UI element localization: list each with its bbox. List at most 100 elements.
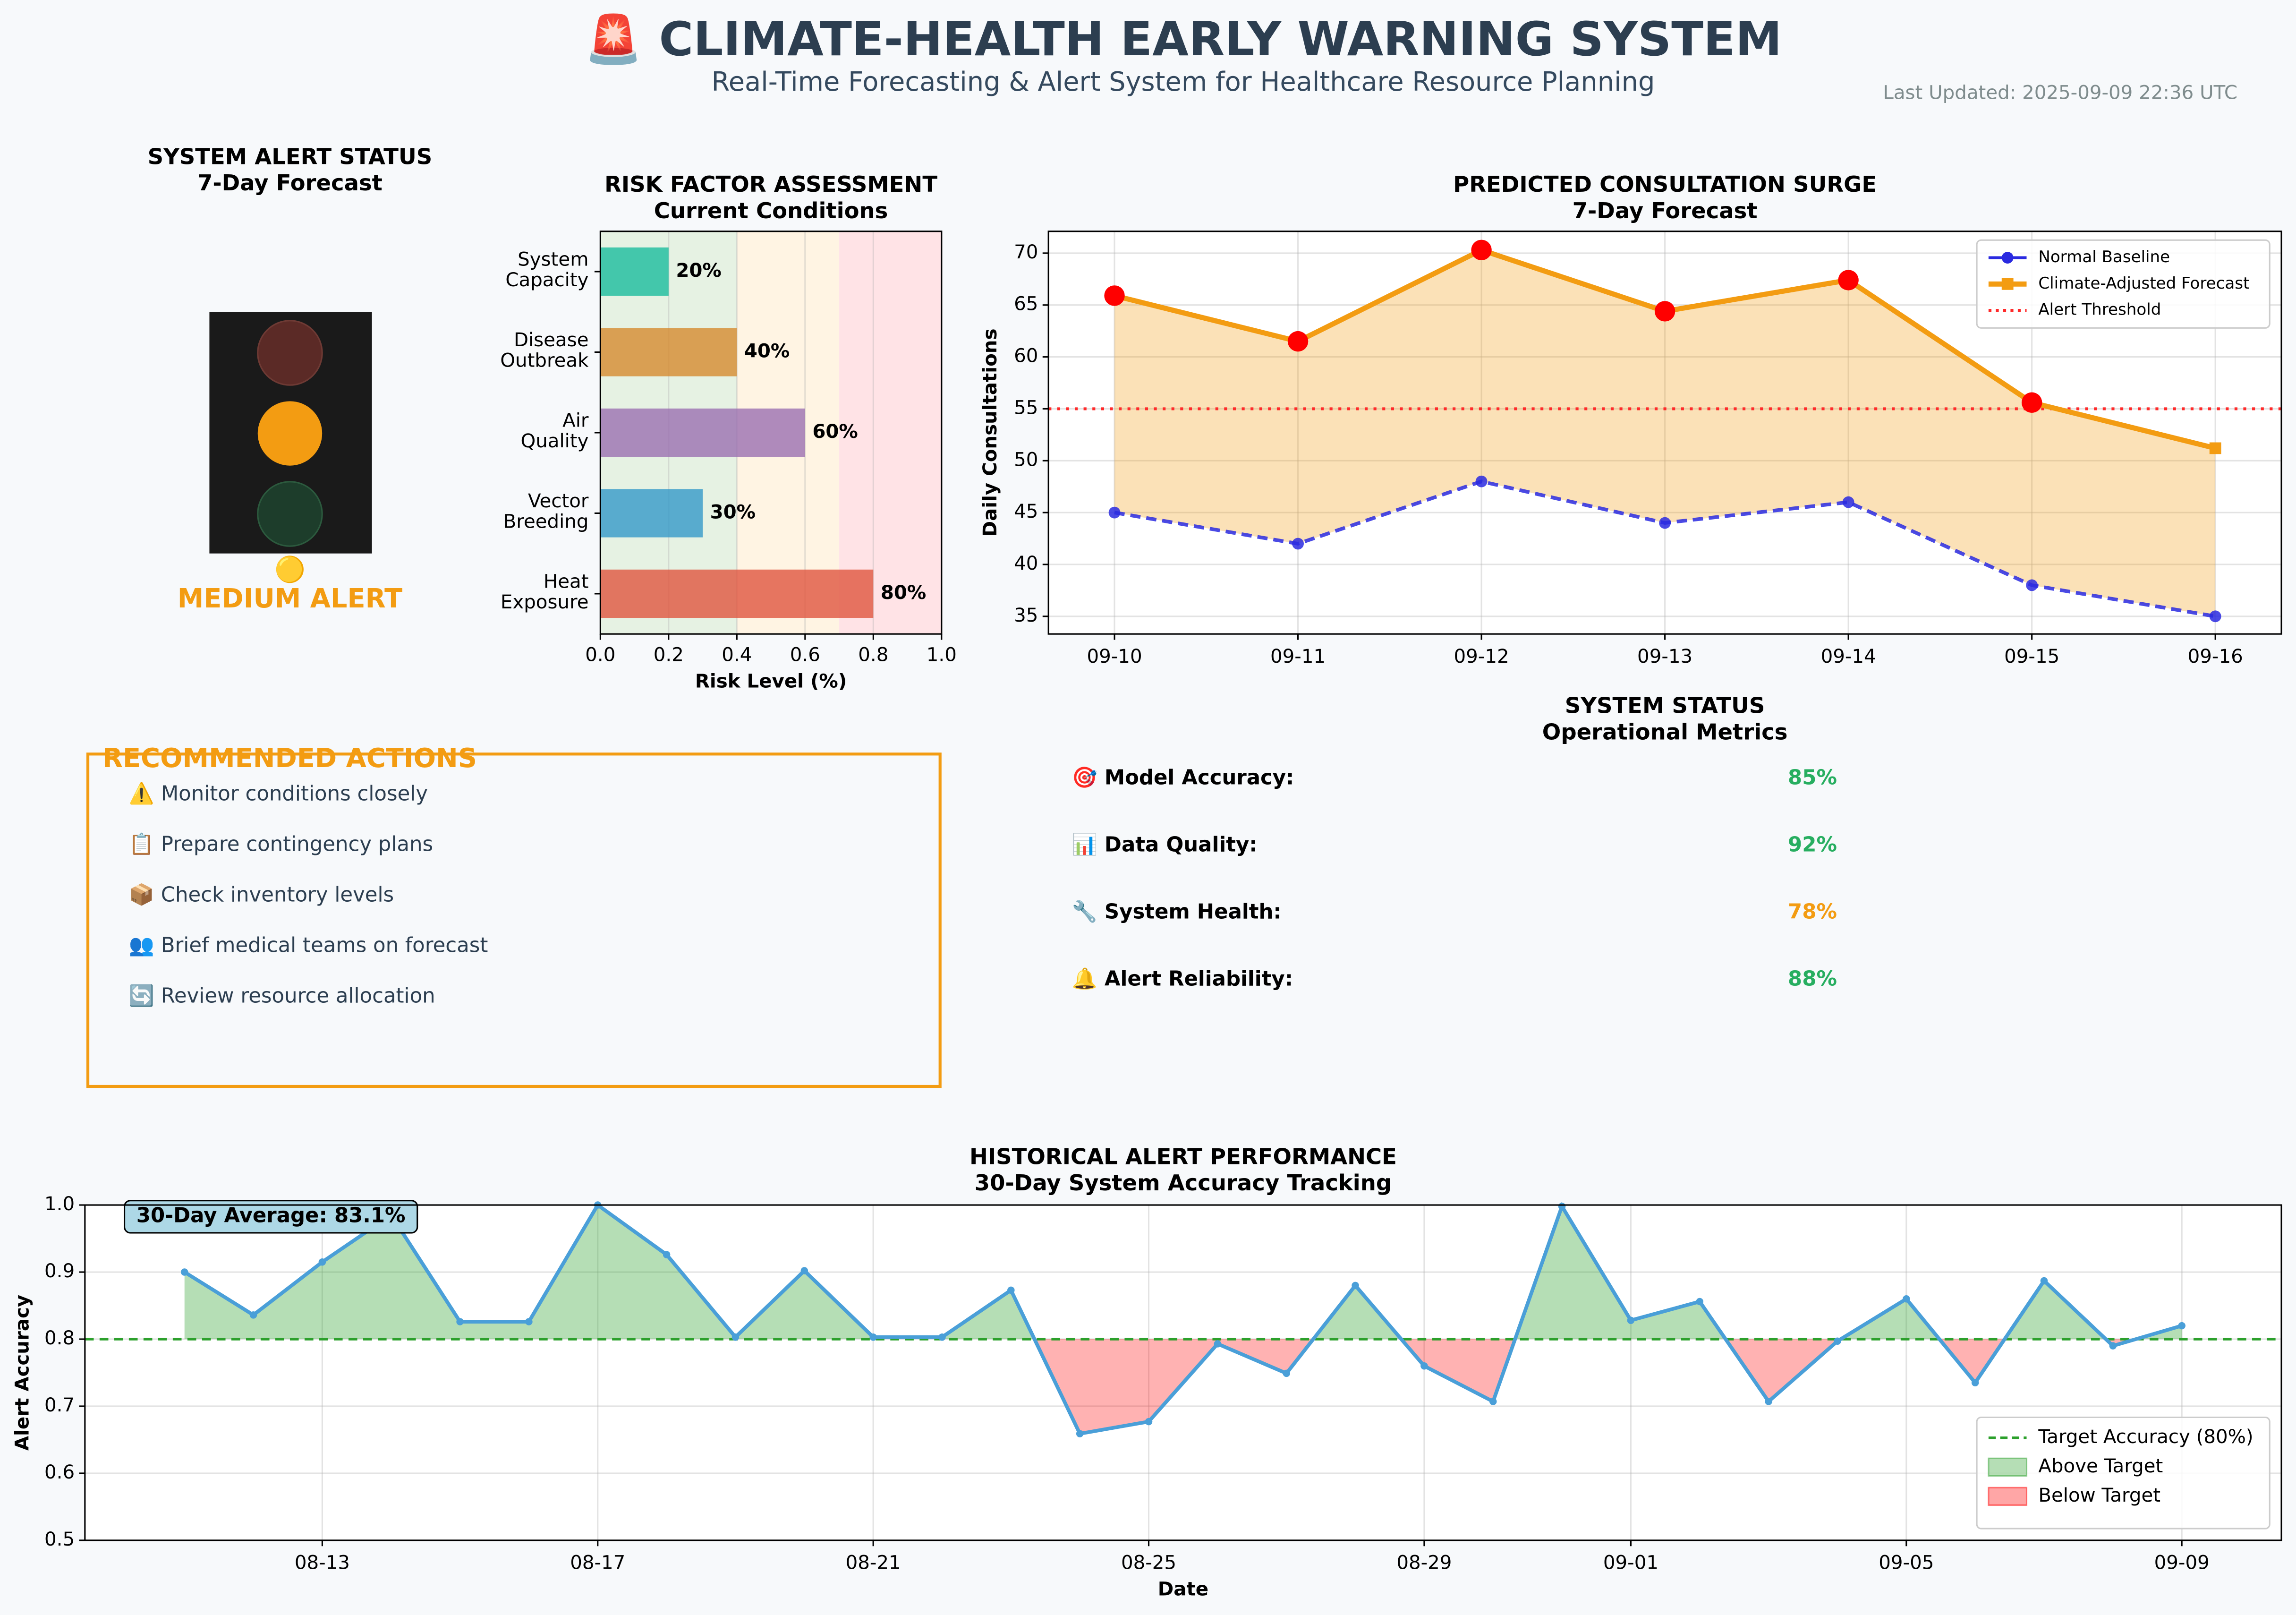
alert-point xyxy=(1471,239,1492,260)
point xyxy=(1352,1282,1359,1290)
y-tick-label: 0.8 xyxy=(44,1327,75,1349)
point xyxy=(2178,1322,2185,1330)
point xyxy=(1283,1369,1290,1377)
y-tick-label: 60 xyxy=(1014,345,1038,367)
y-axis-label: Alert Accuracy xyxy=(11,1295,34,1451)
actions-box xyxy=(86,752,942,1088)
below-target-area xyxy=(184,1339,2182,1434)
bar xyxy=(600,489,703,538)
chart-title: HISTORICAL ALERT PERFORMANCE xyxy=(969,1144,1397,1169)
x-tick-label: 08-29 xyxy=(1396,1551,1452,1573)
legend-label: Normal Baseline xyxy=(2038,248,2170,266)
alert-point xyxy=(1838,270,1859,291)
annotation: 30-Day Average: 83.1% xyxy=(136,1204,406,1227)
metric-label: 🎯 Model Accuracy: xyxy=(1072,766,1294,790)
metric-value: 78% xyxy=(1788,900,1837,923)
point xyxy=(2209,610,2221,623)
light-red xyxy=(257,320,323,386)
bar xyxy=(600,569,874,618)
legend-label: Target Accuracy (80%) xyxy=(2038,1426,2253,1448)
x-tick-label: 0.4 xyxy=(722,644,752,666)
accuracy-line xyxy=(183,1202,2183,1436)
alert-level: MEDIUM ALERT xyxy=(178,583,402,614)
x-tick-label: 0.6 xyxy=(790,644,820,666)
category-label: System Capacity xyxy=(505,248,589,292)
annotation-box xyxy=(124,1200,418,1234)
point xyxy=(456,1318,464,1325)
chart-subtitle: Current Conditions xyxy=(654,198,888,223)
above-target-area xyxy=(184,1205,2182,1339)
legend-label: Above Target xyxy=(2038,1455,2163,1477)
axes-frame xyxy=(84,1204,2282,1541)
x-tick-label: 09-16 xyxy=(2188,645,2243,667)
point xyxy=(1834,1337,1841,1345)
legend-marker xyxy=(2001,278,2014,290)
y-tick-label: 0.5 xyxy=(44,1528,75,1550)
risk-zone xyxy=(839,231,942,634)
point xyxy=(869,1333,877,1341)
bar-value-label: 80% xyxy=(881,581,926,604)
alert-point xyxy=(2021,392,2042,413)
category-label: Disease Outbreak xyxy=(500,329,589,373)
point xyxy=(731,1333,740,1341)
y-tick-label: 40 xyxy=(1014,552,1038,574)
point xyxy=(1971,1379,1979,1387)
legend-swatch xyxy=(1988,1487,2028,1506)
metric-value: 92% xyxy=(1788,833,1837,857)
point xyxy=(1696,1298,1704,1306)
bar xyxy=(600,408,805,457)
x-tick-label: 09-14 xyxy=(1821,645,1876,667)
x-tick-label: 09-13 xyxy=(1637,645,1692,667)
metric-label: 🔧 System Health: xyxy=(1072,899,1282,923)
legend-box xyxy=(1976,1416,2270,1530)
y-tick-label: 1.0 xyxy=(44,1193,75,1215)
point xyxy=(249,1311,257,1319)
bar xyxy=(600,247,669,296)
point xyxy=(2109,1342,2117,1350)
alert-icon: 🟡 xyxy=(274,555,306,584)
x-tick-label: 1.0 xyxy=(927,644,957,666)
y-tick-label: 0.7 xyxy=(44,1394,75,1416)
legend-box xyxy=(1976,239,2270,329)
metric-value: 88% xyxy=(1788,967,1837,991)
x-tick-label: 0.2 xyxy=(654,644,684,666)
y-tick-label: 55 xyxy=(1014,396,1038,419)
point xyxy=(1214,1340,1222,1348)
alert-point xyxy=(1104,285,1125,306)
bar-value-label: 60% xyxy=(812,420,858,443)
x-tick-label: 09-15 xyxy=(2004,645,2059,667)
page-subtitle: Real-Time Forecasting & Alert System for… xyxy=(711,67,1655,97)
x-tick-label: 09-11 xyxy=(1270,645,1326,667)
category-label: Heat Exposure xyxy=(500,571,589,615)
action-item: 📋 Prepare contingency plans xyxy=(129,832,433,856)
point xyxy=(1145,1418,1153,1426)
legend-label: Below Target xyxy=(2038,1484,2160,1506)
y-tick-label: 35 xyxy=(1014,604,1038,626)
chart-subtitle: 7-Day Forecast xyxy=(1573,198,1758,223)
axes-frame xyxy=(599,231,943,635)
bar-value-label: 20% xyxy=(676,259,721,282)
metric-label: 🔔 Alert Reliability: xyxy=(1072,967,1293,991)
chart-subtitle: 30-Day System Accuracy Tracking xyxy=(975,1170,1392,1196)
light-green xyxy=(257,481,323,547)
action-item: 📦 Check inventory levels xyxy=(129,883,394,907)
point xyxy=(663,1251,671,1258)
point xyxy=(1007,1286,1015,1294)
point xyxy=(1627,1316,1635,1324)
x-tick-label: 08-17 xyxy=(570,1551,625,1573)
action-item: 🔄 Review resource allocation xyxy=(129,983,435,1008)
x-tick-label: 09-01 xyxy=(1603,1551,1658,1573)
action-item: ⚠️ Monitor conditions closely xyxy=(129,782,428,806)
bar-value-label: 40% xyxy=(744,340,790,362)
metric-label: 📊 Data Quality: xyxy=(1072,833,1258,857)
x-tick-label: 0.0 xyxy=(585,644,615,666)
x-tick-label: 09-05 xyxy=(1879,1551,1934,1573)
x-tick-label: 09-10 xyxy=(1087,645,1142,667)
point xyxy=(1659,517,1671,529)
point xyxy=(1558,1203,1566,1210)
axes-frame xyxy=(1047,231,2282,635)
x-tick-label: 08-25 xyxy=(1121,1551,1176,1573)
y-tick-label: 65 xyxy=(1014,293,1038,315)
